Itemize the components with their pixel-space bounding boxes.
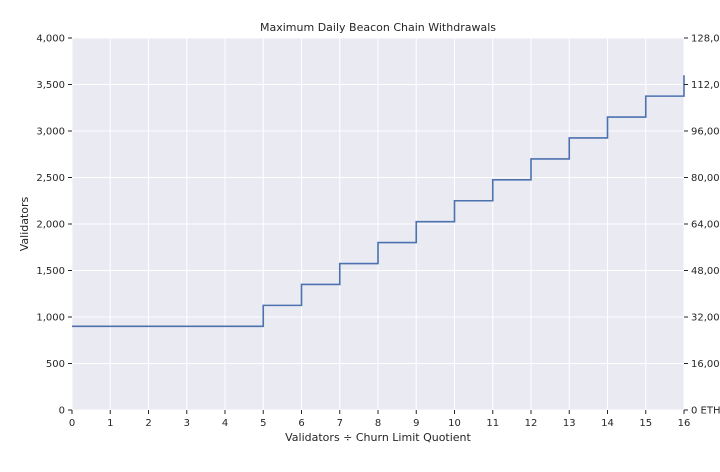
x-tick-label: 3 xyxy=(184,418,190,429)
y2-tick-label: 96,000 ETH xyxy=(691,127,720,138)
x-tick-label: 9 xyxy=(413,418,419,429)
chart-title: Maximum Daily Beacon Chain Withdrawals xyxy=(260,21,496,34)
y2-tick-label: 80,000 ETH xyxy=(691,173,720,184)
series-line xyxy=(72,75,685,328)
series-layer xyxy=(72,75,685,328)
y2-tick-label: 32,000 ETH xyxy=(691,313,720,324)
y2-tick-label: 0 ETH xyxy=(691,406,720,417)
x-tick-label: 4 xyxy=(222,418,228,429)
y-tick-label: 4,000 xyxy=(36,34,65,45)
y2-tick-label: 112,000 ETH xyxy=(691,80,720,91)
x-tick-label: 15 xyxy=(639,418,652,429)
x-tick-label: 2 xyxy=(145,418,151,429)
y-axis-label: Validators xyxy=(18,196,31,251)
y2-tick-label: 64,000 ETH xyxy=(691,220,720,231)
y-axis-left: 0 500 1,000 1,500 2,000 2,500 3,000 3,500 4,000 xyxy=(36,34,72,417)
y-tick-label: 3,000 xyxy=(36,127,65,138)
x-axis-label: Validators ÷ Churn Limit Quotient xyxy=(285,431,471,444)
y-tick-label: 0 xyxy=(59,406,65,417)
x-tick-label: 5 xyxy=(260,418,266,429)
x-tick-label: 16 xyxy=(678,418,691,429)
x-tick-label: 14 xyxy=(601,418,614,429)
y2-tick-label: 16,000 ETH xyxy=(691,359,720,370)
x-tick-label: 13 xyxy=(563,418,576,429)
y2-tick-label: 128,000 ETH xyxy=(691,34,720,45)
x-tick-label: 11 xyxy=(486,418,499,429)
x-tick-label: 7 xyxy=(337,418,343,429)
y-axis-right: 0 ETH 16,000 ETH 32,000 ETH 48,000 ETH 64,00… xyxy=(684,34,720,417)
x-axis: 0 1 2 3 4 5 6 7 8 9 10 11 12 13 14 15 16 xyxy=(69,410,691,429)
y2-tick-label: 48,000 ETH xyxy=(691,266,720,277)
x-tick-label: 6 xyxy=(298,418,304,429)
x-tick-label: 1 xyxy=(107,418,113,429)
x-tick-label: 0 xyxy=(69,418,75,429)
x-tick-label: 8 xyxy=(375,418,381,429)
y-tick-label: 1,000 xyxy=(36,313,65,324)
y-tick-label: 3,500 xyxy=(36,80,65,91)
y-tick-label: 2,000 xyxy=(36,220,65,231)
y-tick-label: 2,500 xyxy=(36,173,65,184)
y-tick-label: 1,500 xyxy=(36,266,65,277)
x-tick-label: 12 xyxy=(525,418,538,429)
x-tick-label: 10 xyxy=(448,418,461,429)
y-tick-label: 500 xyxy=(46,359,65,370)
